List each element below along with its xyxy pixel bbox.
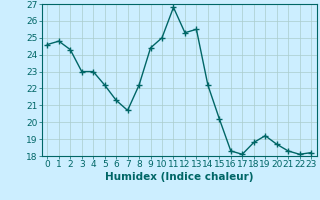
X-axis label: Humidex (Indice chaleur): Humidex (Indice chaleur): [105, 172, 253, 182]
